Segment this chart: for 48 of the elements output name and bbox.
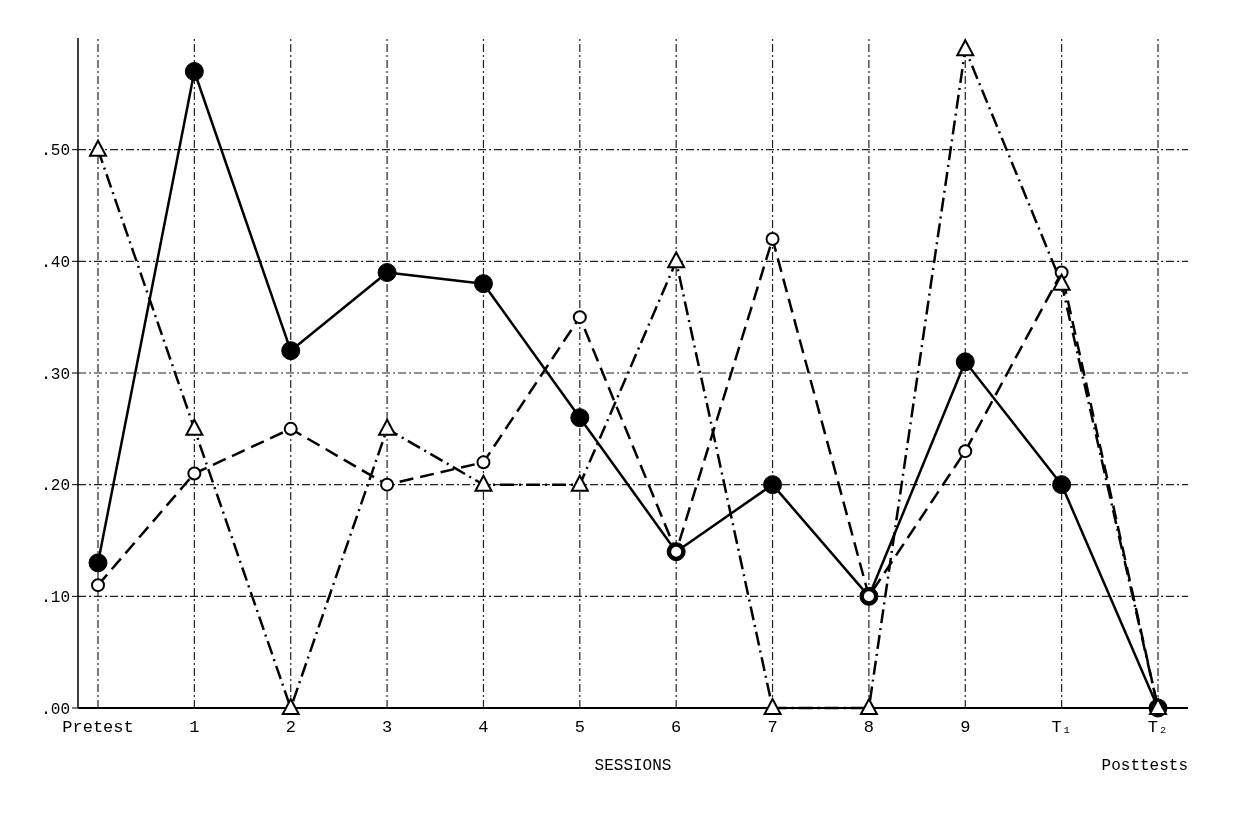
point	[185, 418, 204, 436]
x-tick-label: 7	[767, 718, 778, 737]
x-tick-label: T₂	[1147, 718, 1169, 737]
text: Posttests	[1101, 757, 1188, 775]
point	[572, 310, 587, 325]
point	[1052, 273, 1071, 291]
point	[763, 475, 783, 495]
point	[570, 474, 589, 492]
point	[667, 251, 686, 269]
y-tick-label: .10	[41, 588, 70, 607]
point	[763, 698, 782, 715]
x-tick-label: 8	[863, 718, 875, 737]
point	[283, 421, 298, 436]
x-tick-label: 1	[189, 718, 200, 737]
point	[570, 408, 590, 428]
point	[956, 39, 975, 57]
point	[765, 232, 780, 246]
x-tick-label: 6	[671, 718, 682, 737]
point	[1052, 475, 1072, 495]
y-tick-label: .00	[41, 700, 70, 719]
point	[377, 263, 397, 282]
point	[184, 62, 204, 81]
x-tick-label: 9	[960, 718, 971, 737]
y-tick-label: .30	[41, 365, 70, 384]
y-tick-label: .40	[41, 253, 70, 272]
point	[281, 698, 300, 715]
point	[88, 553, 108, 573]
y-tick-label: .50	[41, 142, 70, 161]
point	[187, 466, 202, 481]
x-tick-label: 2	[285, 718, 296, 737]
point	[378, 418, 397, 436]
point	[474, 474, 493, 492]
point	[380, 477, 395, 492]
x-tick-label: 3	[381, 718, 393, 737]
point	[473, 274, 493, 294]
x-axis-title: SESSIONS	[594, 757, 672, 775]
point	[89, 139, 107, 157]
x-tick-label: 5	[574, 718, 585, 737]
point	[958, 444, 973, 459]
y-tick-label: .20	[41, 477, 70, 496]
point	[281, 341, 301, 361]
x-tick-label: Pretest	[62, 718, 134, 737]
point	[859, 698, 878, 715]
x-tick-label: 4	[478, 718, 489, 737]
point	[91, 578, 105, 593]
x-tick-label: T₁	[1051, 718, 1072, 737]
point	[955, 352, 975, 372]
point	[476, 455, 491, 470]
